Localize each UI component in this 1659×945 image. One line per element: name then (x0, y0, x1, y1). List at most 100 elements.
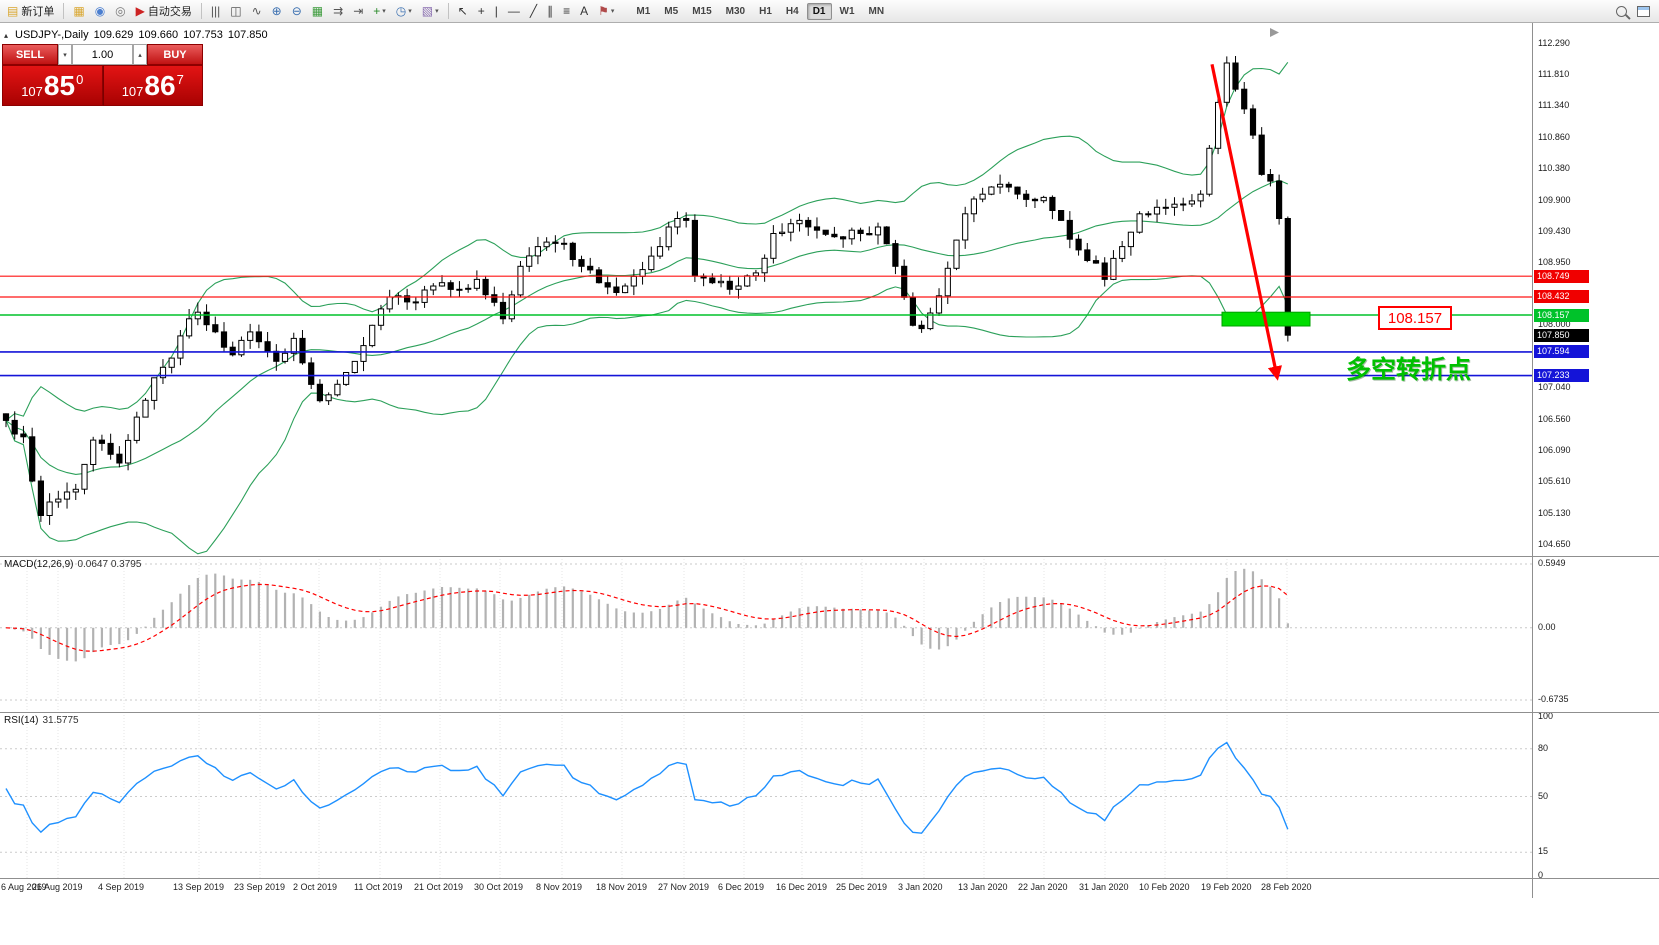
trendline-button[interactable]: ╱ (526, 1, 541, 22)
timeframe-h1[interactable]: H1 (759, 5, 772, 17)
main-chart-canvas[interactable] (0, 23, 1532, 556)
price-badge: 108.157 (1534, 308, 1589, 322)
ohlc-high: 109.660 (138, 29, 179, 41)
toolbar-right-group (1611, 0, 1655, 22)
trend-arrow[interactable] (1210, 63, 1282, 381)
zoom-out-button[interactable]: ⊖ (288, 1, 306, 22)
toolbar-button-group: ▤ 新订单 ▦ ◉ ◎ ▶ 自动交易 ||| ◫ ∿ ⊕ ⊖ ▦ ⇉ ⇥ + ▾ ◷ ▾ ▧ ▾ ↖ + | — ╱ ∥ ≡ A ⚑ ▾ (2, 1, 619, 22)
zoom-in-button[interactable]: ⊕ (268, 1, 286, 22)
volume-input[interactable] (72, 44, 133, 65)
chart-shift-button[interactable]: ⇥ (349, 1, 367, 22)
indicators-button[interactable]: + ▾ (369, 1, 390, 22)
macd-axis-tick: 0.5949 (1538, 558, 1566, 568)
candlestick-chart-icon: ◫ (230, 4, 242, 18)
text-button[interactable]: A (576, 1, 592, 22)
new-order-button[interactable]: ▤ 新订单 (3, 1, 58, 22)
sell-price-panel[interactable]: 107 85 0 (2, 65, 103, 106)
fibonacci-button[interactable]: ≡ (559, 1, 574, 22)
auto-trading-button[interactable]: ▶ 自动交易 (132, 1, 196, 22)
dropdown-arrow-icon: ▾ (435, 8, 439, 15)
date-label: 3 Jan 2020 (898, 882, 943, 892)
vertical-line-button[interactable]: | (491, 1, 502, 22)
candles (2, 56, 1291, 525)
charts-button[interactable]: ▦ (69, 1, 88, 22)
price-tick: 105.610 (1538, 476, 1571, 487)
sell-button[interactable]: SELL (2, 44, 58, 65)
price-tick: 111.340 (1538, 100, 1570, 111)
buy-button[interactable]: BUY (147, 44, 203, 65)
channel-button[interactable]: ∥ (543, 1, 557, 22)
ask-pips: 86 (144, 69, 176, 101)
timeframe-m30[interactable]: M30 (725, 5, 746, 17)
bar-chart-button[interactable]: ||| (207, 1, 224, 22)
bid-pips: 85 (43, 69, 76, 101)
price-tick: 105.130 (1538, 507, 1571, 518)
line-chart-button[interactable]: ∿ (248, 1, 266, 22)
trendline-icon: ╱ (529, 4, 538, 18)
timeframe-h4[interactable]: H4 (785, 5, 799, 17)
price-badge: 108.749 (1534, 269, 1589, 283)
search-icon (1616, 5, 1627, 17)
panel-collapse-icon[interactable]: ▴ (4, 30, 9, 40)
arrows-button[interactable]: ⚑ ▾ (594, 1, 618, 22)
date-label: 25 Dec 2019 (836, 882, 888, 892)
data-window-button[interactable]: ◎ (111, 1, 129, 22)
date-label: 31 Jan 2020 (1079, 882, 1129, 892)
rsi-pane-canvas[interactable] (0, 712, 1532, 878)
bollinger-middle-band (5, 179, 1289, 475)
timeframe-m5[interactable]: M5 (664, 5, 679, 17)
turning-point-label[interactable]: 多空转折点 (1346, 356, 1472, 384)
horizontal-line-icon: — (507, 4, 520, 18)
volume-decrease-button[interactable]: ▾ (58, 44, 72, 65)
data-window-icon: ◎ (115, 4, 126, 18)
navigator-button[interactable]: ◉ (91, 1, 109, 22)
timeframe-m1[interactable]: M1 (636, 5, 651, 17)
zoom-in-icon: ⊕ (271, 4, 282, 18)
templates-button[interactable]: ▧ ▾ (418, 1, 443, 22)
chart-title: ▴ USDJPY-,Daily 109.629 109.660 107.753 … (4, 29, 268, 41)
candlestick-chart-button[interactable]: ◫ (226, 1, 245, 22)
rsi-value: 31.5775 (42, 715, 79, 726)
cursor-button[interactable]: ↖ (454, 1, 472, 22)
rsi-name: RSI(14) (4, 715, 39, 726)
macd-values: 0.0647 0.3795 (77, 559, 142, 570)
tile-windows-button[interactable]: ▦ (308, 1, 327, 22)
macd-name: MACD(12,26,9) (4, 559, 74, 570)
macd-pane-canvas[interactable] (0, 556, 1532, 712)
pane-divider[interactable] (0, 556, 1659, 557)
date-label: 21 Oct 2019 (414, 882, 464, 892)
periods-button[interactable]: ◷ ▾ (392, 1, 416, 22)
volume-increase-button[interactable]: ▴ (133, 44, 147, 65)
auto-trading-icon: ▶ (135, 4, 145, 18)
navigator-icon: ◉ (94, 4, 106, 18)
buy-price-panel[interactable]: 107 86 7 (102, 65, 203, 106)
timeframe-button-group: M1 M5 M15 M30 H1 H4 D1 W1 MN (629, 2, 891, 20)
chart-shift-icon: ⇥ (353, 4, 364, 18)
search-button[interactable] (1612, 1, 1631, 22)
price-axis[interactable]: 112.290 111.810 111.340 110.860 110.380 109.9… (1532, 23, 1659, 898)
date-label: 28 Feb 2020 (1261, 882, 1312, 892)
timeframe-mn[interactable]: MN (868, 5, 885, 17)
bid-prefix: 107 (21, 84, 43, 99)
crosshair-button[interactable]: + (474, 1, 489, 22)
toolbar-separator (447, 3, 449, 19)
horizontal-line-button[interactable]: — (504, 1, 524, 22)
timeframe-m15[interactable]: M15 (692, 5, 712, 17)
macd-axis-tick: 0.00 (1538, 621, 1556, 632)
macd-axis-tick: -0.6735 (1538, 693, 1569, 704)
pane-divider[interactable] (0, 712, 1659, 713)
ohlc-open: 109.629 (93, 29, 134, 41)
price-callout[interactable]: 108.157 (1378, 306, 1452, 330)
price-badge: 107.233 (1534, 369, 1589, 383)
fibonacci-icon: ≡ (563, 4, 571, 18)
date-axis[interactable]: 6 Aug 2019 26 Aug 2019 4 Sep 2019 13 Sep 20… (0, 879, 1532, 898)
timeframe-d1[interactable]: D1 (806, 2, 832, 20)
timeframe-w1[interactable]: W1 (839, 5, 855, 17)
new-window-button[interactable] (1633, 1, 1654, 22)
zoom-out-icon: ⊖ (291, 4, 302, 18)
text-icon: A (580, 4, 589, 18)
auto-scroll-button[interactable]: ⇉ (329, 1, 347, 22)
date-label: 11 Oct 2019 (354, 882, 403, 892)
dropdown-arrow-icon: ▾ (408, 8, 412, 15)
ohlc-low: 107.753 (183, 29, 223, 41)
